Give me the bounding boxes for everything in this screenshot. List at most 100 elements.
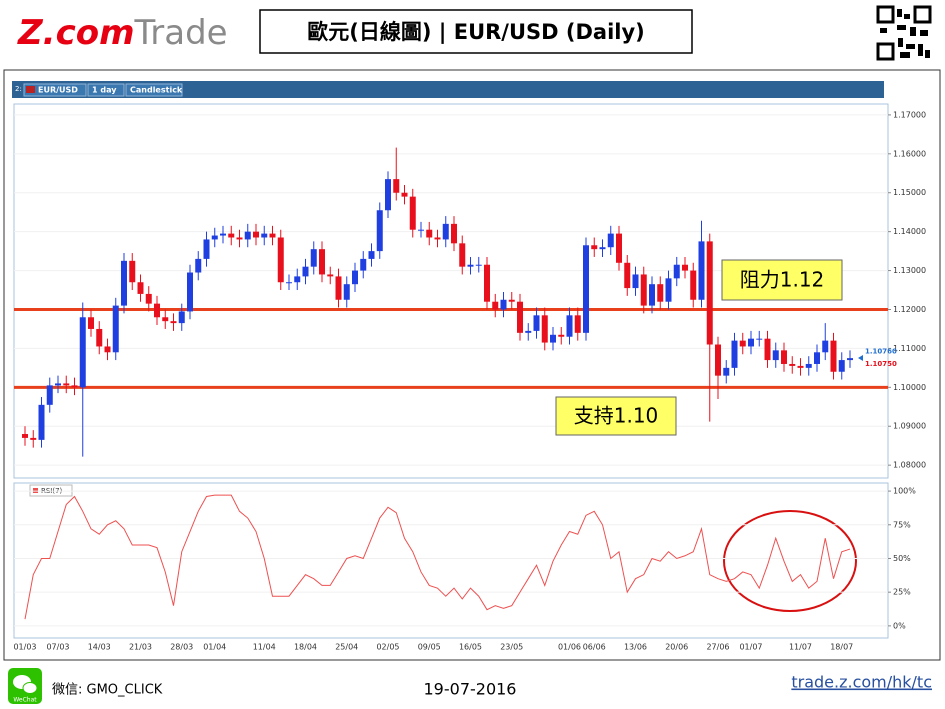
flag-icon <box>26 86 35 93</box>
chart-style: Candlestick <box>130 86 183 95</box>
candle-body <box>335 276 342 300</box>
candle-body <box>277 237 284 283</box>
candle-body <box>121 260 127 306</box>
candle-body <box>772 350 779 361</box>
candle-body <box>797 365 804 368</box>
x-tick-label: 21/03 <box>129 643 152 652</box>
candle-body <box>698 241 705 300</box>
candle-body <box>327 274 334 277</box>
y-tick-label: 1.15000 <box>893 188 926 197</box>
candle-body <box>220 233 226 236</box>
candle-body <box>352 270 358 285</box>
candle-body <box>401 192 408 197</box>
y-tick-label: 1.10000 <box>893 383 926 392</box>
candle-body <box>459 243 466 267</box>
x-tick-label: 25/04 <box>335 643 358 652</box>
candle-body <box>203 239 210 259</box>
candle-body <box>583 245 589 333</box>
candle-body <box>649 284 655 306</box>
candle-body <box>228 233 235 238</box>
candle-body <box>426 229 433 238</box>
candle-body <box>178 311 185 324</box>
y-tick-label: 50% <box>893 554 911 563</box>
x-tick-label: 01/03 <box>13 643 36 652</box>
candle-body <box>261 233 268 238</box>
candle-body <box>475 264 482 266</box>
candle-body <box>55 383 61 386</box>
candle-body <box>814 352 820 364</box>
candle-body <box>393 179 400 193</box>
candle-body <box>822 340 829 353</box>
candle-body <box>764 338 771 361</box>
candle-body <box>63 383 70 386</box>
candle-body <box>46 385 53 405</box>
candle-body <box>756 338 763 340</box>
candle-body <box>253 231 259 238</box>
candle-body <box>442 223 449 240</box>
candle-body <box>533 315 540 331</box>
candle-body <box>385 179 391 211</box>
y-tick-label: 1.12000 <box>893 305 926 314</box>
wechat-bubble <box>22 682 38 694</box>
x-tick-label: 01/04 <box>203 643 226 652</box>
candle-body <box>145 293 152 304</box>
candle-body <box>112 305 119 353</box>
x-tick-label: 20/06 <box>665 643 688 652</box>
timeframe: 1 day <box>92 86 117 95</box>
wechat-id: 微信: GMO_CLICK <box>52 683 163 698</box>
candle-body <box>525 330 532 333</box>
style-tab[interactable] <box>125 83 183 97</box>
y-tick-label: 100% <box>893 487 916 496</box>
x-tick-label: 01/07 <box>739 643 762 652</box>
report-date: 19-07-2016 <box>424 680 517 699</box>
rsi-legend-box <box>29 484 73 497</box>
candle-body <box>789 363 796 366</box>
candle-body <box>319 249 325 275</box>
candle-body <box>343 284 350 300</box>
timeframe-tab[interactable] <box>87 83 125 97</box>
candle-body <box>591 245 598 250</box>
x-tick-label: 01/06 <box>558 643 581 652</box>
candle-body <box>558 334 565 337</box>
candle-body <box>748 338 754 347</box>
candle-body <box>376 210 383 252</box>
x-tick-label: 07/03 <box>46 643 69 652</box>
x-tick-label: 16/05 <box>459 643 482 652</box>
candle-body <box>286 282 292 284</box>
candle-body <box>682 264 688 271</box>
candle-body <box>129 260 136 283</box>
candle-body <box>566 315 573 337</box>
candle-body <box>38 404 45 440</box>
candle-body <box>508 299 515 302</box>
y-tick-label: 1.17000 <box>893 110 926 119</box>
candle-body <box>22 434 28 438</box>
y-tick-label: 1.16000 <box>893 149 926 158</box>
candle-body <box>690 270 697 300</box>
symbol: EUR/USD <box>38 86 78 95</box>
candle-body <box>294 276 301 283</box>
website-link[interactable]: trade.z.com/hk/tc <box>791 673 932 692</box>
x-tick-label: 18/07 <box>830 643 853 652</box>
candle-body <box>484 264 490 302</box>
x-tick-label: 11/04 <box>253 643 276 652</box>
candle-body <box>162 317 169 322</box>
candle-body <box>236 237 243 240</box>
level-label: 阻力1.12 <box>740 268 825 292</box>
candle-body <box>624 262 631 289</box>
candle-body <box>418 229 424 231</box>
candle-body <box>360 258 367 271</box>
candle-body <box>96 328 103 347</box>
candle-body <box>30 437 37 440</box>
symbol-tab[interactable] <box>23 83 87 97</box>
highlight-ellipse <box>723 510 857 612</box>
candle-body <box>632 274 639 289</box>
candle-body <box>847 358 853 361</box>
y-tick-label: 1.11000 <box>893 344 926 353</box>
x-tick-label: 28/03 <box>170 643 193 652</box>
candle-body <box>368 251 375 259</box>
candle-body <box>137 282 144 294</box>
candle-body <box>170 321 177 324</box>
wechat-label: WeChat <box>13 697 37 704</box>
y-tick-label: 0% <box>893 621 906 630</box>
